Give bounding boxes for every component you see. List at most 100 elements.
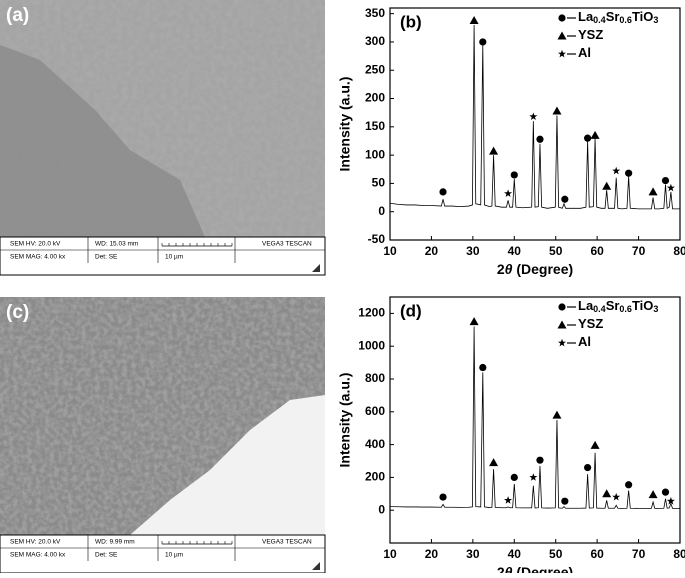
marker-circle (558, 14, 566, 22)
x-axis-label-part: θ (505, 564, 513, 573)
marker-circle (439, 493, 447, 501)
x-axis-label-part: 2 (497, 564, 505, 573)
marker-star (529, 112, 538, 121)
x-tick-label: 10 (383, 244, 397, 258)
marker-triangle (602, 181, 612, 190)
marker-circle (625, 169, 633, 177)
y-tick-label: 1000 (358, 338, 385, 352)
legend-label-part: Al (578, 334, 591, 349)
xrd-pattern (389, 24, 680, 210)
y-tick-label: 100 (365, 147, 385, 161)
marker-circle (661, 176, 670, 185)
x-tick-label: 20 (425, 244, 439, 258)
legend-label: La0.4Sr0.6TiO3 (578, 298, 658, 314)
legend-label-part: TiO (632, 9, 653, 24)
y-axis-label: Intensity (a.u.) (337, 77, 353, 172)
marker-circle (561, 195, 569, 203)
x-tick-label: 80 (673, 244, 685, 258)
x-tick-label: 30 (466, 547, 480, 561)
x-tick-label: 60 (590, 547, 604, 561)
info-text: Det: SE (95, 254, 118, 261)
marker-triangle (489, 458, 499, 467)
marker-circle (479, 363, 487, 372)
x-axis-label-part: (Degree) (512, 261, 573, 277)
x-tick-label: 40 (508, 244, 522, 258)
info-bar (0, 534, 326, 574)
info-text: SEM MAG: 4.00 kx (10, 552, 66, 559)
y-tick-label: 400 (365, 437, 385, 451)
y-tick-label: 600 (365, 404, 385, 418)
x-tick-label: 60 (590, 244, 604, 258)
marker-circle (584, 134, 592, 142)
y-tick-label: 200 (365, 470, 385, 484)
info-text: SEM HV: 20.0 kV (10, 539, 61, 546)
logo (312, 264, 320, 272)
marker-star (504, 189, 513, 197)
legend-label: Al (578, 334, 591, 349)
legend-label-part: TiO (632, 298, 653, 313)
x-tick-label: 50 (549, 547, 563, 561)
marker-star (612, 166, 621, 175)
panel-label: (d) (400, 301, 422, 320)
x-tick-label: 80 (673, 547, 685, 561)
y-tick-label: 150 (365, 119, 385, 133)
marker-star (666, 496, 675, 505)
y-tick-label: 0 (378, 502, 385, 516)
x-tick-label: 70 (632, 244, 646, 258)
marker-star (504, 496, 513, 504)
marker-circle (536, 135, 544, 143)
x-axis-label-part: 2 (497, 261, 505, 277)
marker-triangle (552, 106, 562, 115)
legend-label-part: 0.4 (593, 15, 606, 25)
info-text: Det: SE (95, 552, 118, 559)
x-axis-label: 2θ (Degree) (497, 564, 573, 573)
legend-label-part: 0.6 (619, 304, 632, 314)
legend-label: La0.4Sr0.6TiO3 (578, 9, 658, 25)
legend-label: YSZ (578, 27, 603, 42)
legend-label: YSZ (578, 316, 603, 331)
marker-star (558, 49, 566, 58)
xrd-pattern (389, 326, 680, 509)
info-text: 10 µm (165, 254, 183, 261)
marker-circle (584, 463, 592, 472)
legend-label-part: Sr (606, 298, 620, 313)
marker-circle (510, 171, 518, 179)
sem-image (0, 0, 325, 237)
legend-label-part: La (578, 9, 594, 24)
info-text: 10 µm (165, 552, 183, 559)
marker-triangle (469, 15, 479, 24)
legend-label-part: 3 (653, 15, 658, 25)
info-text: WD: 15.03 mm (95, 241, 138, 248)
marker-circle (561, 497, 569, 505)
y-tick-label: 800 (365, 371, 385, 385)
x-tick-label: 70 (632, 547, 646, 561)
y-tick-label: 50 (372, 176, 386, 190)
marker-circle (661, 488, 670, 496)
logo (312, 562, 320, 570)
marker-star (558, 338, 566, 347)
panel-label: (a) (6, 5, 29, 26)
marker-triangle (602, 489, 612, 498)
marker-triangle (469, 317, 479, 326)
legend-label-part: Al (578, 45, 591, 60)
legend-label-part: 0.6 (619, 15, 632, 25)
y-tick-label: 350 (365, 6, 385, 20)
y-tick-label: 250 (365, 62, 385, 76)
marker-circle (558, 303, 566, 311)
marker-star (612, 492, 621, 501)
marker-circle (439, 188, 447, 196)
marker-circle (479, 38, 487, 46)
x-tick-label: 20 (425, 547, 439, 561)
legend-label-part: Sr (606, 9, 620, 24)
legend-label: Al (578, 45, 591, 60)
legend-label-part: La (578, 298, 594, 313)
marker-circle (510, 473, 518, 481)
legend-label-part: YSZ (578, 316, 603, 331)
marker-triangle (590, 440, 600, 449)
x-tick-label: 10 (383, 547, 397, 561)
marker-star (666, 183, 675, 192)
y-tick-label: 300 (365, 34, 385, 48)
legend-label-part: 0.4 (593, 304, 606, 314)
